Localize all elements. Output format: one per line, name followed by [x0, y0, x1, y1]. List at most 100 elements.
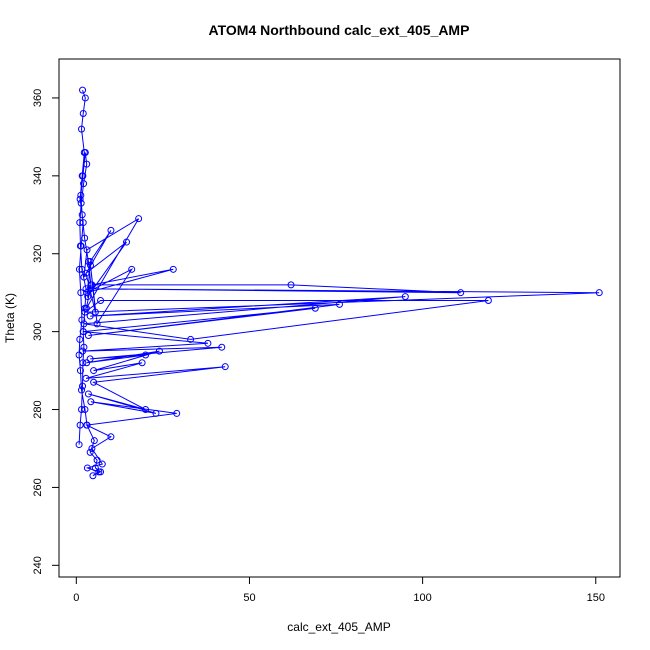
data-point [77, 289, 85, 297]
data-point [107, 433, 115, 441]
data-point [152, 409, 160, 417]
data-point [142, 406, 150, 414]
data-point [84, 390, 92, 398]
data-point [82, 374, 90, 382]
x-axis-label: calc_ext_405_AMP [287, 620, 390, 634]
y-tick-label: 340 [32, 167, 44, 185]
data-point [187, 335, 195, 343]
data-point [80, 343, 88, 351]
y-tick-label: 320 [32, 245, 44, 263]
data-point [76, 335, 84, 343]
data-point [97, 468, 105, 476]
data-point [76, 219, 84, 227]
x-tick-label: 50 [243, 592, 255, 604]
data-point [76, 421, 84, 429]
data-point [287, 281, 295, 289]
data-lines [78, 90, 600, 477]
data-point [80, 180, 88, 188]
data-point [123, 238, 131, 246]
data-point [75, 441, 83, 449]
data-points [75, 86, 603, 480]
data-point [97, 296, 105, 304]
data-point [484, 296, 492, 304]
data-point [82, 304, 90, 312]
data-point [86, 285, 94, 293]
data-point [142, 351, 150, 359]
data-point [401, 293, 409, 301]
data-point [87, 398, 95, 406]
data-point [79, 110, 87, 118]
data-point [83, 160, 91, 168]
data-point [83, 246, 91, 254]
data-point [78, 211, 86, 219]
data-point [595, 289, 603, 297]
data-point [82, 285, 90, 293]
data-point [84, 293, 92, 301]
data-point [86, 355, 94, 363]
y-tick-label: 280 [32, 400, 44, 418]
data-point [79, 382, 87, 390]
data-point [107, 226, 115, 234]
data-point [173, 409, 181, 417]
data-point [81, 406, 89, 414]
data-point [82, 269, 90, 277]
data-point [78, 125, 86, 133]
x-axis: 0 50 100 150 [73, 576, 605, 604]
data-point [83, 464, 91, 472]
data-point [79, 347, 87, 355]
data-point [93, 456, 101, 464]
data-point [79, 86, 87, 94]
data-point [128, 265, 136, 273]
data-point [155, 347, 163, 355]
data-point [77, 242, 85, 250]
data-point [75, 351, 83, 359]
y-tick-label: 360 [32, 89, 44, 107]
data-point [80, 148, 88, 156]
data-point [98, 460, 106, 468]
data-point [78, 386, 86, 394]
data-point [138, 359, 146, 367]
data-point [81, 308, 89, 316]
data-point [91, 308, 99, 316]
data-point [91, 464, 99, 472]
data-point [83, 421, 91, 429]
x-tick-label: 150 [587, 592, 605, 604]
data-point [204, 339, 212, 347]
data-point [88, 281, 96, 289]
data-point [88, 444, 96, 452]
data-point [80, 273, 88, 281]
data-point [311, 304, 319, 312]
data-point [86, 258, 94, 266]
data-point [221, 363, 229, 371]
data-point [78, 316, 86, 324]
data-point [457, 289, 465, 297]
series-line [78, 90, 600, 477]
data-point [80, 320, 88, 328]
data-point [76, 367, 84, 375]
data-point [86, 312, 94, 320]
x-tick-label: 0 [73, 592, 79, 604]
y-axis-label: Theta (K) [3, 293, 17, 343]
data-point [75, 265, 83, 273]
data-point [79, 219, 87, 227]
data-point [336, 300, 343, 308]
chart-title: ATOM4 Northbound calc_ext_405_AMP [209, 22, 470, 38]
data-point [76, 195, 84, 203]
data-point [86, 448, 94, 456]
data-point [79, 359, 87, 367]
data-point [89, 472, 97, 480]
y-tick-label: 260 [32, 478, 44, 496]
x-tick-label: 100 [413, 592, 431, 604]
data-point [78, 172, 86, 180]
y-tick-label: 240 [32, 556, 44, 574]
data-point [81, 94, 89, 102]
data-point [78, 406, 86, 414]
y-axis: 240 260 280 300 320 340 360 [32, 89, 60, 574]
data-point [169, 265, 177, 273]
data-point [90, 367, 98, 375]
data-point [87, 261, 95, 269]
data-point [90, 437, 98, 445]
data-point [218, 343, 226, 351]
